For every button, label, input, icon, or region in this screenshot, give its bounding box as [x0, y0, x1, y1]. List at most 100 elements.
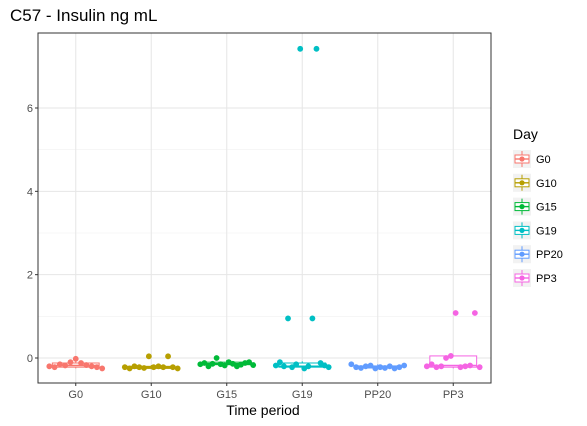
data-point — [325, 364, 332, 371]
data-point — [46, 363, 53, 370]
data-point — [362, 363, 369, 370]
legend-key-point — [519, 204, 525, 210]
panel-border — [37, 32, 492, 384]
legend-item: G0 — [513, 150, 551, 168]
x-tick-label: PP3 — [443, 389, 464, 401]
data-point — [121, 364, 128, 371]
data-point — [150, 364, 157, 371]
data-point — [276, 359, 283, 366]
data-point — [377, 364, 384, 371]
data-point — [72, 355, 79, 362]
data-point — [165, 353, 171, 360]
data-point — [221, 362, 228, 369]
data-point — [471, 310, 478, 316]
data-point — [447, 353, 454, 359]
legend-key-point — [519, 227, 525, 233]
y-tick-label: 4 — [27, 186, 33, 198]
data-point — [67, 359, 74, 366]
data-point — [293, 361, 300, 368]
data-point — [250, 362, 257, 368]
data-point — [272, 362, 279, 369]
data-point — [438, 363, 445, 370]
data-point — [476, 364, 483, 371]
data-point — [309, 315, 316, 322]
legend-label: PP20 — [536, 249, 563, 261]
legend-key-point — [519, 251, 525, 257]
data-point — [56, 361, 63, 368]
data-point — [462, 363, 469, 370]
data-point — [358, 365, 364, 371]
data-point — [305, 363, 312, 370]
data-point — [131, 363, 138, 370]
data-point — [62, 362, 69, 369]
legend-item: G19 — [513, 221, 557, 240]
data-point — [51, 364, 58, 371]
y-axis: 0 2 4 6 — [27, 103, 38, 365]
y-tick-label: 0 — [27, 353, 33, 365]
legend-key-point — [519, 275, 525, 281]
data-point — [201, 360, 208, 366]
data-point — [281, 363, 287, 370]
data-point — [423, 363, 430, 370]
x-tick-label: PP20 — [364, 389, 391, 401]
data-point — [452, 310, 459, 316]
data-point — [443, 355, 449, 361]
data-point — [285, 315, 291, 322]
legend-key-point — [519, 156, 525, 162]
data-point — [83, 362, 90, 368]
x-tick-label: G10 — [141, 389, 162, 401]
x-axis-title: Time period — [226, 402, 299, 418]
legend-label: G15 — [536, 202, 557, 214]
legend-key-point — [519, 180, 525, 186]
legend: Day G0 G10 G15 G19 PP20 PP3 — [513, 126, 563, 287]
data-point — [353, 364, 360, 371]
data-point — [428, 361, 435, 368]
data-point — [174, 365, 181, 372]
panel-background — [38, 33, 491, 383]
data-point — [145, 353, 152, 360]
legend-item: G15 — [513, 197, 557, 216]
data-point — [401, 362, 408, 369]
y-tick-label: 6 — [27, 103, 33, 115]
data-point — [313, 45, 320, 52]
plot-panel — [37, 32, 492, 384]
data-point — [382, 365, 388, 371]
y-tick-label: 2 — [27, 270, 33, 282]
legend-label: G0 — [536, 154, 551, 166]
data-point — [99, 365, 106, 372]
legend-label: PP3 — [536, 273, 557, 285]
data-point — [467, 362, 473, 369]
data-point — [372, 365, 379, 372]
legend-item: G10 — [513, 173, 557, 192]
data-point — [160, 364, 167, 371]
legend-item: PP3 — [513, 269, 557, 287]
data-point — [367, 362, 374, 369]
data-point — [126, 365, 133, 372]
data-point — [78, 360, 84, 366]
data-point — [433, 364, 440, 371]
data-point — [155, 363, 162, 370]
legend-item: PP20 — [513, 245, 563, 264]
data-point — [88, 363, 95, 370]
legend-label: G19 — [536, 225, 557, 237]
chart-title: C57 - Insulin ng mL — [10, 6, 158, 25]
x-tick-label: G19 — [292, 389, 313, 401]
data-point — [93, 364, 100, 371]
data-point — [396, 364, 403, 371]
data-point — [391, 365, 398, 372]
data-point — [457, 364, 464, 371]
legend-title: Day — [513, 126, 538, 142]
data-point — [246, 359, 253, 366]
data-point — [386, 363, 393, 370]
data-point — [169, 364, 176, 371]
data-point — [213, 355, 220, 361]
legend-label: G10 — [536, 178, 557, 190]
x-tick-label: G15 — [216, 389, 237, 401]
data-point — [141, 365, 147, 371]
x-axis: G0 G10 G15 G19 PP20 PP3 — [68, 383, 464, 401]
data-point — [289, 364, 295, 371]
data-point — [348, 361, 355, 368]
data-point — [209, 360, 216, 367]
data-point — [297, 45, 304, 52]
